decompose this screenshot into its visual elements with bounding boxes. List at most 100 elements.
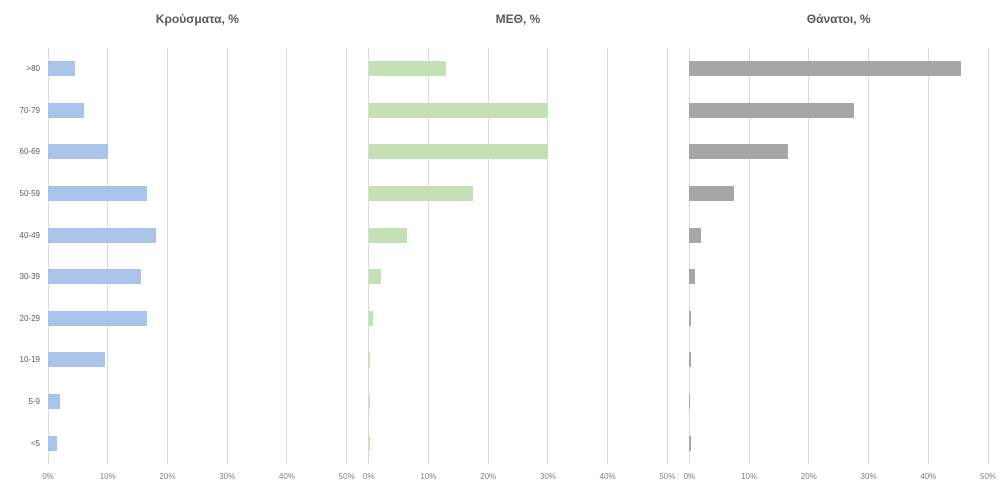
bar	[368, 310, 373, 326]
chart-title-deaths: Θάνατοι, %	[806, 12, 871, 26]
bar	[48, 227, 156, 243]
x-tick-label: 0%	[683, 472, 696, 481]
gridline	[427, 48, 429, 464]
bar-row	[689, 339, 988, 381]
y-axis-label: 70-79	[19, 105, 40, 115]
x-tick-label: 10%	[741, 472, 758, 481]
bar-row	[689, 48, 988, 90]
gridline	[987, 48, 989, 464]
bar	[368, 352, 371, 368]
bar	[48, 352, 105, 368]
plot-area-icu	[368, 48, 668, 464]
x-tick-label: 30%	[219, 472, 236, 481]
bar	[368, 144, 548, 160]
bar	[368, 394, 370, 410]
bar	[368, 435, 370, 451]
bar-row	[368, 214, 668, 256]
y-axis-label: 10-19	[19, 355, 40, 365]
chart-deaths: Θάνατοι, % 0% 10% 20% 30% 40% 50%	[684, 0, 1004, 500]
gridline	[927, 48, 929, 464]
bar-row	[48, 214, 347, 256]
bar	[368, 186, 474, 202]
chart-title-cases: Κρούσματα, %	[155, 12, 239, 26]
gridline	[487, 48, 489, 464]
x-tick-label: 20%	[800, 472, 817, 481]
bar-row	[48, 381, 347, 423]
bar	[48, 269, 141, 285]
gridline	[47, 48, 49, 464]
bar-row	[48, 298, 347, 340]
x-tick-label: 0%	[42, 472, 54, 481]
x-tick-label: 20%	[159, 472, 176, 481]
y-axis-label: 20-29	[19, 313, 40, 323]
bar-row	[368, 381, 668, 423]
bar	[689, 102, 854, 118]
bar-row	[368, 256, 668, 298]
bar-row	[48, 90, 347, 132]
x-tick-label: 40%	[920, 472, 937, 481]
y-axis-label: 50-59	[19, 189, 40, 199]
bar-row	[689, 214, 988, 256]
bar-row	[48, 48, 347, 90]
chart-title-icu: ΜΕΘ, %	[495, 12, 541, 26]
bar	[48, 186, 147, 202]
bar-row	[689, 381, 988, 423]
x-tick-label: 10%	[420, 472, 437, 481]
bar-row	[48, 422, 347, 464]
y-axis-label: <5	[30, 438, 40, 448]
bar	[689, 61, 962, 77]
y-axis-label: 60-69	[19, 147, 40, 157]
x-axis-deaths: 0% 10% 20% 30% 40% 50%	[684, 464, 996, 500]
bar-row	[689, 173, 988, 215]
bar-row	[368, 339, 668, 381]
bar	[368, 61, 447, 77]
bar-row	[689, 131, 988, 173]
bar	[368, 269, 381, 285]
bar-row	[368, 173, 668, 215]
x-tick-label: 40%	[278, 472, 295, 481]
x-axis-cases: 0% 10% 20% 30% 40% 50%	[42, 464, 354, 500]
bar	[48, 435, 57, 451]
y-axis-label: >80	[26, 64, 40, 74]
gridline	[286, 48, 288, 464]
chart-cases: Κρούσματα, % 0% 10% 20% 30% 40% 50%	[42, 0, 369, 500]
gridline	[748, 48, 750, 464]
gridline	[808, 48, 810, 464]
bar	[48, 102, 84, 118]
x-axis-icu: 0% 10% 20% 30% 40% 50%	[363, 464, 675, 500]
x-tick-label: 40%	[599, 472, 616, 481]
bar-row	[689, 422, 988, 464]
y-axis-label: 5-9	[28, 397, 40, 407]
x-tick-label: 30%	[539, 472, 556, 481]
gridline	[226, 48, 228, 464]
gridline	[346, 48, 348, 464]
gridline	[868, 48, 870, 464]
bar	[689, 144, 788, 160]
bar-row	[48, 173, 347, 215]
bar-row	[368, 90, 668, 132]
x-tick-label: 0%	[362, 472, 375, 481]
bar	[689, 435, 692, 451]
x-tick-label: 50%	[659, 472, 676, 481]
bar	[689, 352, 691, 368]
y-axis-label: 40-49	[19, 230, 40, 240]
bar-row	[48, 131, 347, 173]
bar-row	[689, 256, 988, 298]
gridline	[688, 48, 690, 464]
bar	[48, 310, 147, 326]
bar-row	[48, 339, 347, 381]
gridline	[607, 48, 609, 464]
bar	[689, 186, 735, 202]
plot-area-cases	[47, 48, 348, 464]
x-tick-label: 50%	[338, 472, 355, 481]
y-axis-labels: >80 70-79 60-69 50-59 40-49 30-39 20-29 10-19 5-…	[0, 0, 48, 500]
bar	[48, 144, 108, 160]
bar-row	[368, 422, 668, 464]
x-tick-label: 20%	[480, 472, 497, 481]
gridline	[166, 48, 168, 464]
bar-row	[368, 131, 668, 173]
y-axis-label: 30-39	[19, 272, 40, 282]
gridline	[666, 48, 668, 464]
bar	[689, 310, 691, 326]
plot-area-deaths	[688, 48, 989, 464]
